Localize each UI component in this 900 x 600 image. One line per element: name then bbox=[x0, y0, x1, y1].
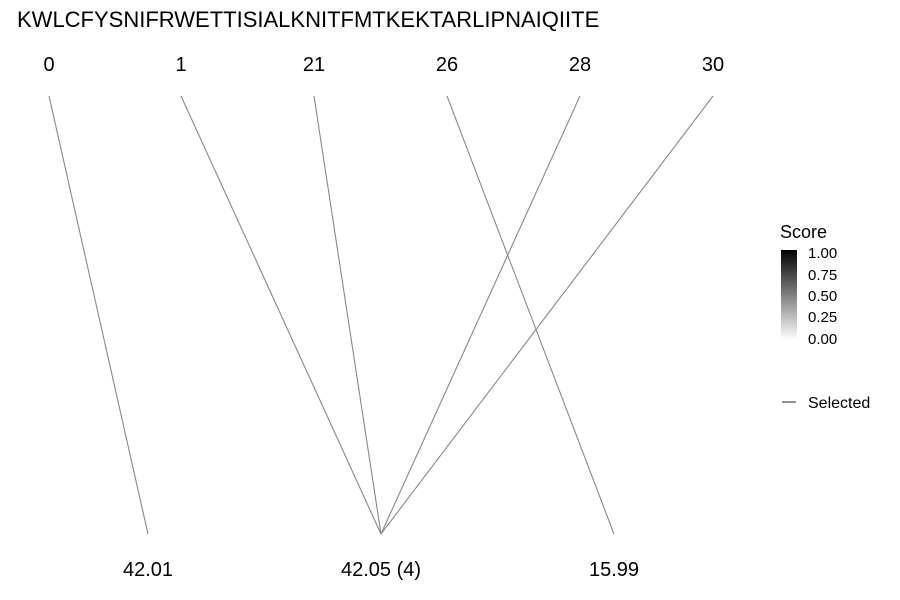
top-position-label: 1 bbox=[175, 54, 186, 76]
sequence-title: KWLCFYSNIFRWETTISIALKNITFMTKEKTARLIPNAIQ… bbox=[17, 7, 599, 32]
score-tick-label: 0.50 bbox=[808, 288, 837, 305]
link-line bbox=[180, 95, 382, 535]
link-line bbox=[313, 95, 382, 535]
score-legend: Score 1.00 0.75 0.50 0.25 0.00 bbox=[780, 222, 837, 348]
score-colorbar bbox=[781, 250, 797, 340]
top-position-label: 0 bbox=[43, 54, 54, 76]
link-line bbox=[446, 95, 615, 535]
top-position-label: 26 bbox=[436, 54, 458, 76]
selected-legend-label: Selected bbox=[808, 395, 870, 412]
score-tick-label: 1.00 bbox=[808, 245, 837, 262]
bottom-value-label: 15.99 bbox=[589, 559, 639, 581]
top-position-label: 28 bbox=[569, 54, 591, 76]
link-line bbox=[380, 95, 581, 535]
selected-legend: Selected bbox=[782, 395, 870, 412]
score-legend-title: Score bbox=[780, 222, 827, 242]
link-lines bbox=[48, 95, 714, 535]
link-line bbox=[380, 95, 714, 535]
bottom-value-label: 42.01 bbox=[123, 559, 173, 581]
score-tick-label: 0.75 bbox=[808, 267, 837, 284]
score-tick-label: 0.00 bbox=[808, 331, 837, 348]
top-position-label: 21 bbox=[303, 54, 325, 76]
link-line bbox=[48, 95, 149, 535]
score-tick-label: 0.25 bbox=[808, 309, 837, 326]
bottom-value-label: 42.05 (4) bbox=[341, 559, 421, 581]
top-position-label: 30 bbox=[702, 54, 724, 76]
